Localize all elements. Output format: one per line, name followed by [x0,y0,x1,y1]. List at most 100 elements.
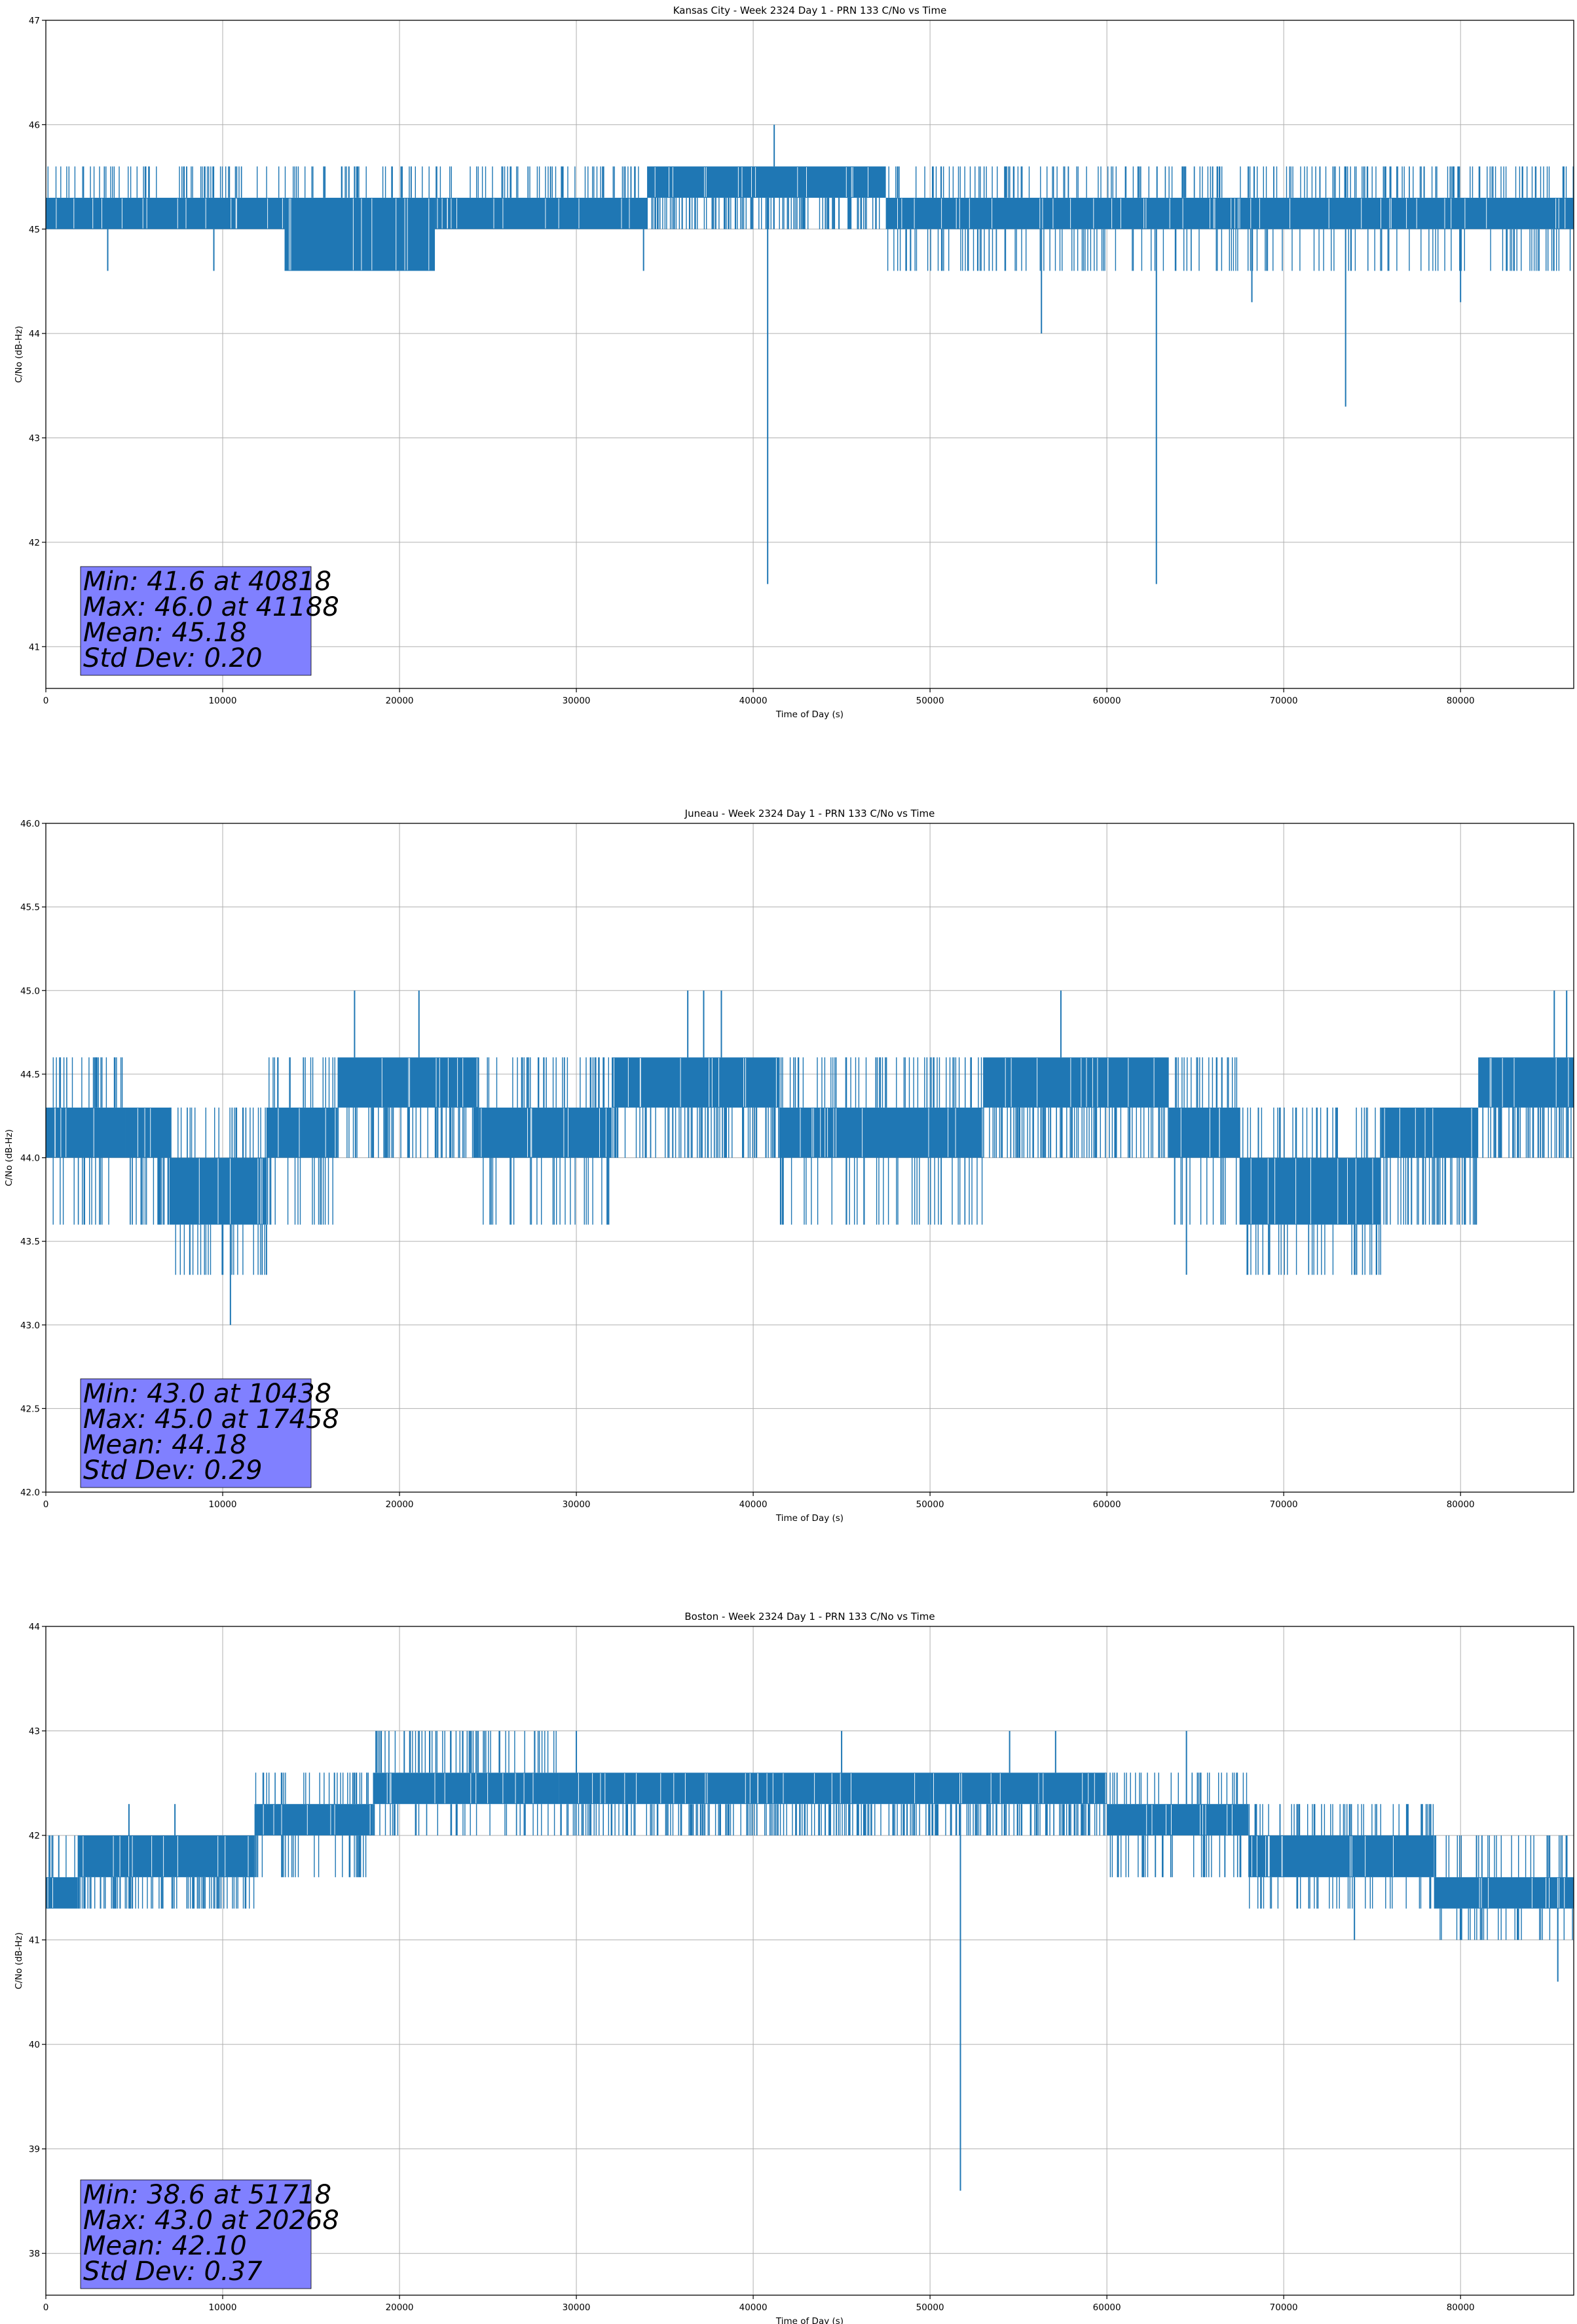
juneau-band-segment [46,1107,126,1158]
juneau-band-segment [779,1107,984,1158]
boston-title: Boston - Week 2324 Day 1 - PRN 133 C/No … [684,1611,935,1622]
kansas-city-noise [646,197,880,229]
kansas-city-y-tick-label: 46 [29,120,40,130]
boston-noise [48,1835,75,1877]
boston-band-gap [263,1805,371,1835]
kansas-city-noise [284,166,430,198]
juneau-band-gap [481,1108,606,1157]
juneau-x-tick-label: 70000 [1270,1499,1298,1510]
boston-y-tick-label: 42 [29,1831,40,1841]
boston-axes-frame [45,1626,1574,2296]
boston-stats-line: Max: 43.0 at 20268 [83,2205,339,2236]
boston-noise [1248,1804,1434,1909]
boston-band-segment [373,1772,559,1805]
kansas-city-y-tick-label: 44 [29,329,40,339]
kansas-city-x-tick-label: 60000 [1093,696,1121,706]
boston-band-gap [933,1773,1106,1804]
kansas-city-noise [47,166,280,198]
juneau-y-tick-label: 43.5 [20,1237,40,1247]
kansas-city-y-tick-label: 42 [29,538,40,548]
kansas-city-x-tick-label: 0 [43,696,49,706]
juneau-chart: 0 10000 20000 30000 40000 50000 60000 70000 8000… [4,808,1574,1524]
boston-x-axis-label: Time of Day (s) [775,2316,844,2324]
kansas-city-stats-line: Std Dev: 0.20 [83,643,263,673]
juneau-band-segment [612,1057,780,1108]
boston-band-gap [1479,1877,1565,1908]
kansas-city-y-tick-label: 43 [29,434,40,444]
juneau-band-gap [381,1058,477,1107]
juneau-stats-line: Min: 43.0 at 10438 [83,1379,331,1409]
juneau-band-gap [1180,1108,1220,1157]
juneau-band-gap [1005,1058,1155,1107]
kansas-city-stats-line: Min: 41.6 at 40818 [83,567,331,597]
kansas-city-x-tick-label: 20000 [386,696,414,706]
boston-band-gap [47,1877,53,1908]
boston-y-tick-label: 43 [29,1727,40,1737]
juneau-y-tick-label: 46.0 [20,819,40,829]
boston-y-tick-label: 40 [29,2040,40,2050]
boston-x-tick-label: 60000 [1093,2302,1121,2313]
boston-series [46,1731,1574,2191]
juneau-x-tick-label: 20000 [386,1499,414,1510]
juneau-noise [983,1107,1169,1158]
kansas-city-band-gap [56,198,283,229]
juneau-noise [52,1057,123,1225]
juneau-noise [337,1107,479,1158]
juneau-y-tick-label: 45.5 [20,903,40,913]
boston-y-tick-label: 41 [29,1936,40,1946]
kansas-city-x-axis-label: Time of Day (s) [775,709,844,720]
boston-band-segment [559,1772,931,1805]
boston-x-tick-label: 40000 [739,2302,768,2313]
kansas-city-stats-line: Max: 46.0 at 41188 [83,592,339,622]
kansas-city-x-tick-label: 10000 [209,696,237,706]
kansas-city-band-segment [284,197,436,271]
boston-y-tick-label: 38 [29,2249,40,2259]
boston-stats-line: Std Dev: 0.37 [83,2257,263,2287]
juneau-band-gap [278,1108,336,1157]
juneau-band-gap [1489,1058,1569,1107]
juneau-band-gap [1250,1158,1373,1224]
boston-band-gap [386,1773,534,1804]
kansas-city-band-gap [289,198,430,271]
boston-x-tick-label: 20000 [386,2302,414,2313]
boston-band-segment [930,1772,1107,1805]
juneau-y-tick-label: 42.0 [20,1488,40,1498]
kansas-city-y-axis-label: C/No (dB-Hz) [14,326,24,383]
juneau-noise [483,1057,610,1225]
boston-stats-line: Min: 38.6 at 51718 [83,2180,331,2210]
juneau-y-tick-label: 44.5 [20,1070,40,1080]
juneau-x-tick-label: 80000 [1447,1499,1475,1510]
juneau-noise [169,1107,268,1275]
juneau-x-tick-label: 10000 [209,1499,237,1510]
juneau-stats-line: Mean: 44.18 [83,1430,247,1460]
boston-band-gap [1252,1836,1394,1877]
kansas-city-band-segment [885,197,1574,229]
kansas-city-noise [436,166,639,198]
kansas-city-x-tick-label: 80000 [1447,696,1475,706]
juneau-band-segment [479,1107,612,1158]
juneau-noise [612,1107,781,1158]
kansas-city-x-tick-label: 30000 [563,696,591,706]
kansas-city-x-tick-label: 70000 [1270,696,1298,706]
boston-stats-background [80,2179,312,2289]
juneau-noise [1174,1057,1238,1225]
juneau-stats-line: Max: 45.0 at 17458 [83,1404,339,1434]
juneau-noise [1383,1157,1477,1225]
juneau-y-axis-label: C/No (dB-Hz) [4,1129,14,1186]
boston-y-tick-label: 44 [29,1622,40,1632]
kansas-city-noise [887,166,1574,271]
juneau-noise [1482,1107,1572,1158]
kansas-city-stats-background [80,566,312,676]
juneau-y-tick-label: 45.0 [20,986,40,996]
kansas-city-series [46,124,1574,584]
juneau-band-gap [198,1158,263,1224]
juneau-x-tick-label: 30000 [563,1499,591,1510]
kansas-city-y-tick-label: 41 [29,642,40,652]
kansas-city-band-gap [897,198,1566,229]
boston-band-gap [578,1773,916,1804]
boston-noise [254,1772,369,1877]
boston-band-segment [1107,1804,1249,1836]
